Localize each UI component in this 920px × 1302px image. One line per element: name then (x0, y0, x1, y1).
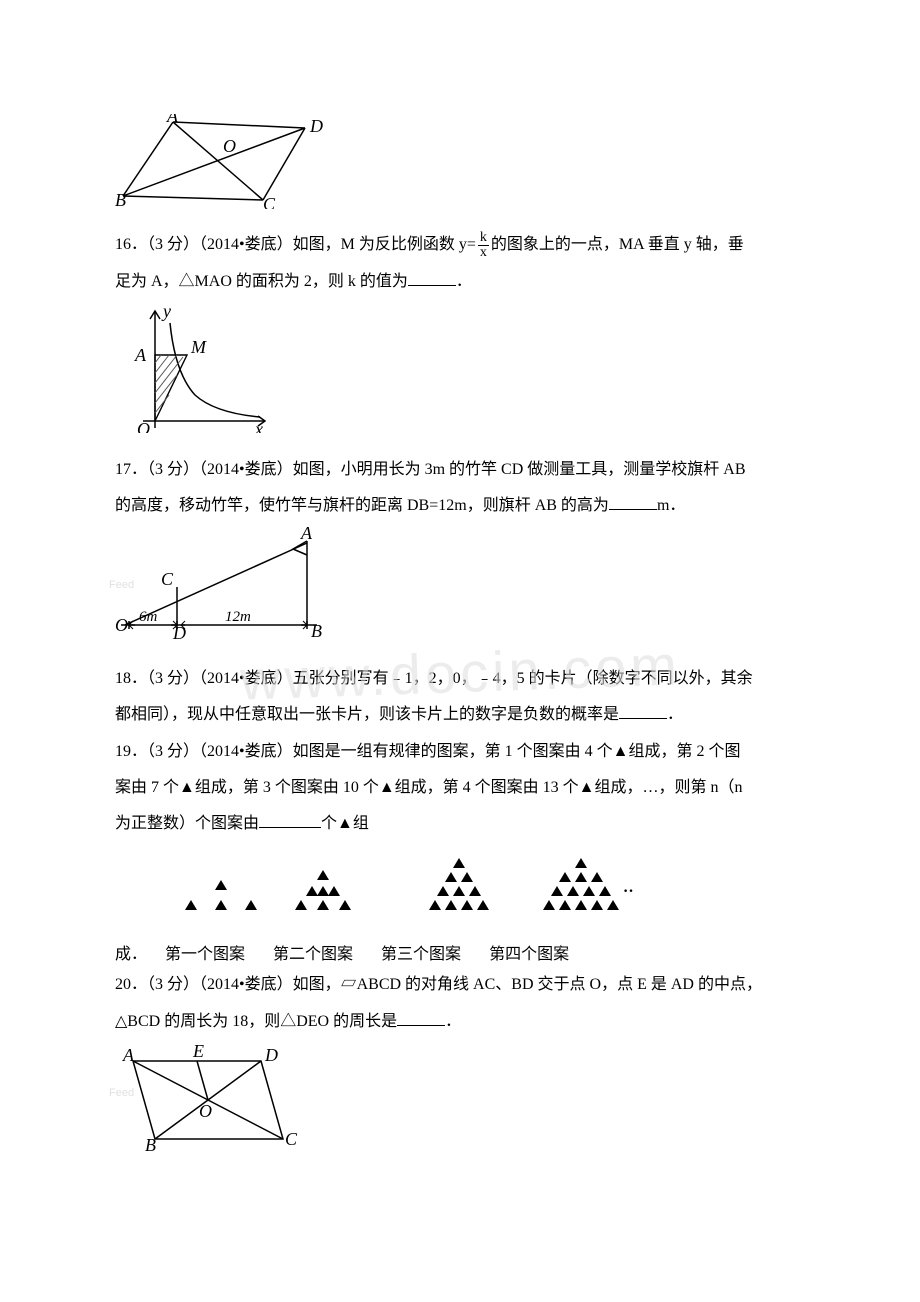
q19-blank[interactable] (259, 811, 321, 828)
q20-blank[interactable] (397, 1009, 445, 1026)
label-o: O (223, 136, 236, 156)
q17-label-c: C (161, 569, 174, 589)
q15-svg: A D B C O (115, 114, 325, 209)
q17-blank[interactable] (609, 493, 657, 510)
label-d: D (309, 116, 323, 136)
q16-fraction: kx (478, 231, 489, 261)
q19-line1: 19．（3 分）（2014•娄底）如图是一组有规律的图案，第 1 个图案由 4 … (115, 737, 805, 767)
q19-svg: …… (115, 846, 635, 940)
q20-figure: Feed A D E B C O (115, 1043, 805, 1164)
q20-line1: 20．（3 分）（2014•娄底）如图，▱ABCD 的对角线 AC、BD 交于点… (115, 970, 805, 1000)
q20-label-c: C (285, 1129, 298, 1149)
q16-prefix: 16．（3 分）（2014•娄底）如图，M 为反比例函数 y= (115, 236, 476, 253)
q16-line2b: ． (456, 273, 472, 290)
q19-cap2: 第二个图案 (273, 940, 353, 970)
q19-cap1: 第一个图案 (165, 940, 245, 970)
q15-figure: A D B C O (115, 114, 805, 220)
q16-label-o: O (137, 419, 150, 433)
q16-svg: A M O x y (115, 303, 275, 433)
q20-label-b: B (145, 1135, 156, 1153)
q17-d12: 12m (225, 609, 251, 625)
q20-line2: △BCD 的周长为 18，则△DEO 的周长是． (115, 1007, 805, 1037)
q16-label-x: x (254, 419, 263, 433)
q16-line2a: 足为 A，△MAO 的面积为 2，则 k 的值为 (115, 273, 408, 290)
q19-figure-row: …… (115, 846, 805, 940)
q20-label-d: D (264, 1045, 278, 1065)
q19-cap4: 第四个图案 (489, 940, 569, 970)
q19-line4: 成． (115, 940, 147, 970)
q18-line1: 18．（3 分）（2014•娄底）五张分别写有﹣1，2，0，﹣4，5 的卡片（除… (115, 664, 805, 694)
q19-caption-row: 成． 第一个图案 第二个图案 第三个图案 第四个图案 (115, 940, 805, 970)
q17-d6: 6m (139, 609, 158, 625)
q16-label-a: A (134, 345, 147, 365)
q17-label-d: D (172, 623, 186, 642)
q17-label-b: B (311, 621, 322, 641)
q16-blank[interactable] (408, 269, 456, 286)
q19-line2: 案由 7 个▲组成，第 3 个图案由 10 个▲组成，第 4 个图案由 13 个… (115, 773, 805, 803)
q16-mid: 的图象上的一点，MA 垂直 y 轴，垂 (491, 236, 744, 253)
q19-line3: 为正整数）个图案由个▲组 (115, 809, 805, 839)
q16: 16．（3 分）（2014•娄底）如图，M 为反比例函数 y=kx的图象上的一点… (115, 230, 805, 261)
label-b: B (115, 190, 126, 209)
label-a: A (166, 114, 179, 126)
q16-label-m: M (190, 337, 207, 357)
q20-label-a: A (122, 1045, 135, 1065)
q17-line2: 的高度，移动竹竿，使竹竿与旗杆的距离 DB=12m，则旗杆 AB 的高为m． (115, 491, 805, 521)
q17-label-a: A (300, 527, 313, 543)
label-c: C (263, 194, 276, 209)
q19-dots: …… (623, 879, 635, 896)
q16-line2: 足为 A，△MAO 的面积为 2，则 k 的值为 ． (115, 267, 805, 297)
q20-label-o: O (199, 1101, 212, 1121)
q17-svg: A B C D O 6m 12m (115, 527, 335, 642)
q20-label-e: E (192, 1043, 204, 1061)
q18-line2: 都相同），现从中任意取出一张卡片，则该卡片上的数字是负数的概率是． (115, 700, 805, 730)
q17-line1: 17．（3 分）（2014•娄底）如图，小明用长为 3m 的竹竿 CD 做测量工… (115, 455, 805, 485)
q19-cap3: 第三个图案 (381, 940, 461, 970)
q16-label-y: y (161, 303, 171, 321)
q17-figure: Feed A B C D O 6m 12m (115, 527, 805, 653)
q18-blank[interactable] (619, 702, 667, 719)
q20-svg: A D E B C O (115, 1043, 305, 1153)
q16-figure: A M O x y (115, 303, 805, 444)
q17-label-o: O (115, 615, 128, 635)
